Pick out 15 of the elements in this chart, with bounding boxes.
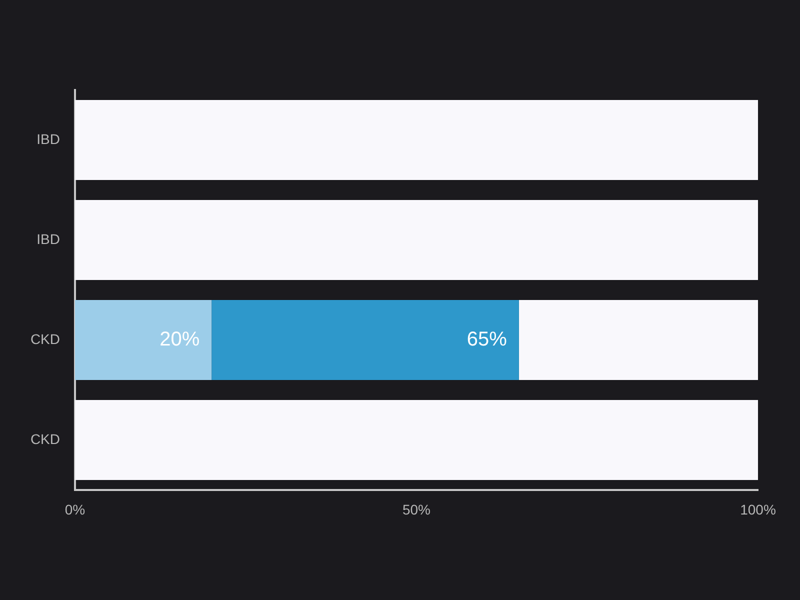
- y-tick-label: CKD: [30, 430, 60, 447]
- y-tick-label: CKD: [30, 330, 60, 347]
- bar: [75, 100, 758, 180]
- y-tick-label: IBD: [36, 130, 60, 147]
- bar: [518, 300, 758, 380]
- bar: [212, 300, 519, 380]
- bar: [75, 300, 212, 380]
- x-tick-label: 100%: [740, 501, 776, 518]
- data-label: 20%: [160, 328, 200, 351]
- annotation: 65%: [466, 328, 508, 351]
- y-tick-label: IBD: [36, 230, 60, 247]
- bar: [75, 200, 758, 280]
- bar: [75, 400, 758, 480]
- x-tick-label: 0%: [64, 501, 86, 518]
- x-tick-label: 50%: [402, 501, 431, 518]
